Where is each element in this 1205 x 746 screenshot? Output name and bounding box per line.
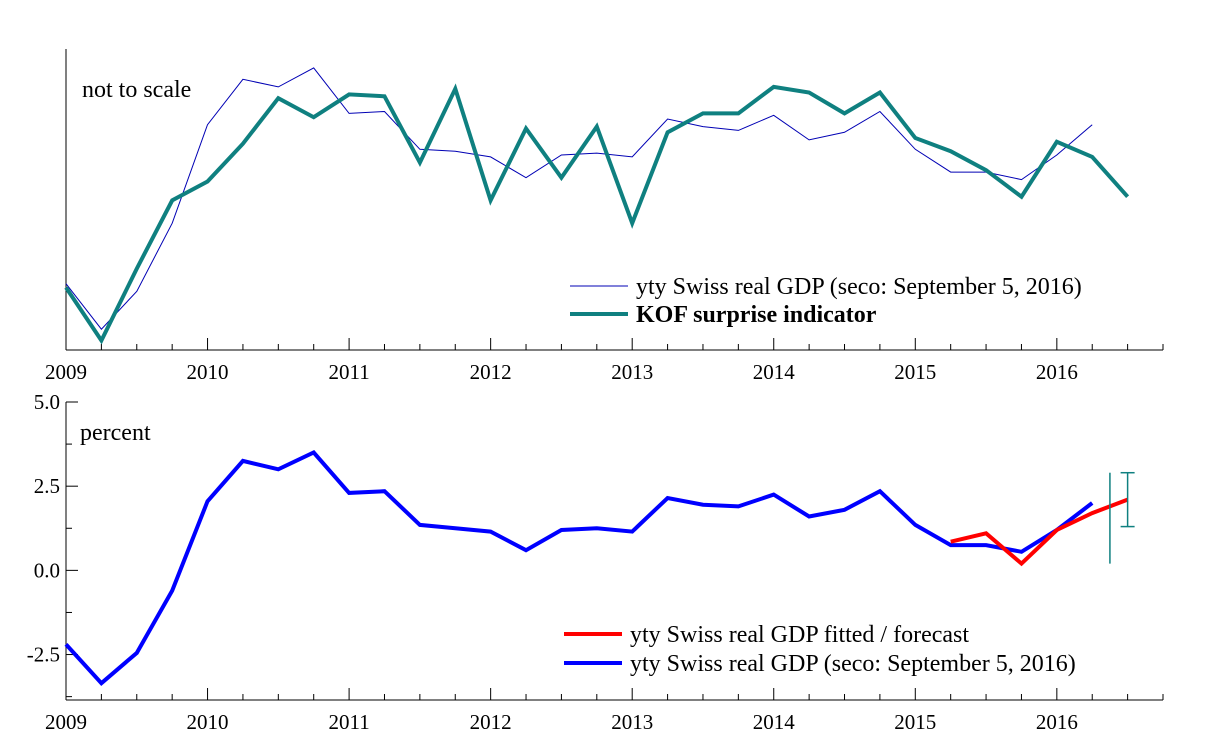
x-tick-label: 2014 [753, 710, 796, 734]
x-tick-label: 2013 [611, 710, 653, 734]
bottom-legend: yty Swiss real GDP fitted / forecast yty … [564, 622, 1076, 677]
x-tick-label: 2016 [1036, 360, 1078, 384]
x-tick-label: 2012 [470, 360, 512, 384]
x-tick-label: 2011 [328, 710, 369, 734]
bottom-error-bars [1109, 471, 1135, 564]
series-line-forecast [950, 497, 1129, 567]
top-x-ticks: 2009 2010 2011 2012 2013 2014 2015 2016 [45, 338, 1164, 384]
top-series-lines [64, 67, 1130, 345]
x-tick-label: 2015 [894, 710, 936, 734]
y-tick-label: 5.0 [34, 390, 60, 414]
top-annotation: not to scale [82, 77, 191, 103]
x-tick-label: 2012 [470, 710, 512, 734]
y-tick-label: 0.0 [34, 558, 60, 582]
legend-forecast-label: yty Swiss real GDP fitted / forecast [630, 622, 969, 648]
legend-gdp-thin-label: yty Swiss real GDP (seco: September 5, 2… [636, 274, 1082, 300]
y-tick-label: 2.5 [34, 474, 60, 498]
series-line-kof [64, 83, 1130, 345]
x-tick-label: 2010 [187, 710, 229, 734]
x-tick-label: 2013 [611, 360, 653, 384]
bottom-annotation: percent [80, 420, 151, 446]
legend-kof-label: KOF surprise indicator [636, 302, 877, 328]
bottom-panel: 2009 2010 2011 2012 2013 2014 2015 2016 5.0 2.5 0.… [27, 390, 1164, 734]
bottom-series-lines [64, 450, 1129, 686]
x-tick-label: 2009 [45, 360, 87, 384]
bottom-axes [65, 402, 1163, 701]
bottom-ticks: 2009 2010 2011 2012 2013 2014 2015 2016 5.0 2.5 0.… [27, 390, 1164, 734]
legend-gdp-label: yty Swiss real GDP (seco: September 5, 2… [630, 651, 1076, 677]
x-tick-label: 2015 [894, 360, 936, 384]
x-tick-label: 2014 [753, 360, 796, 384]
x-tick-label: 2010 [187, 360, 229, 384]
top-legend: yty Swiss real GDP (seco: September 5, 2… [570, 274, 1082, 328]
x-tick-label: 2016 [1036, 710, 1078, 734]
top-panel: 2009 2010 2011 2012 2013 2014 2015 2016 not to … [45, 49, 1164, 384]
top-axes [65, 49, 1163, 351]
y-tick-label: -2.5 [27, 643, 60, 667]
x-tick-label: 2009 [45, 710, 87, 734]
x-tick-label: 2011 [328, 360, 369, 384]
series-line-gdp [64, 450, 1094, 686]
